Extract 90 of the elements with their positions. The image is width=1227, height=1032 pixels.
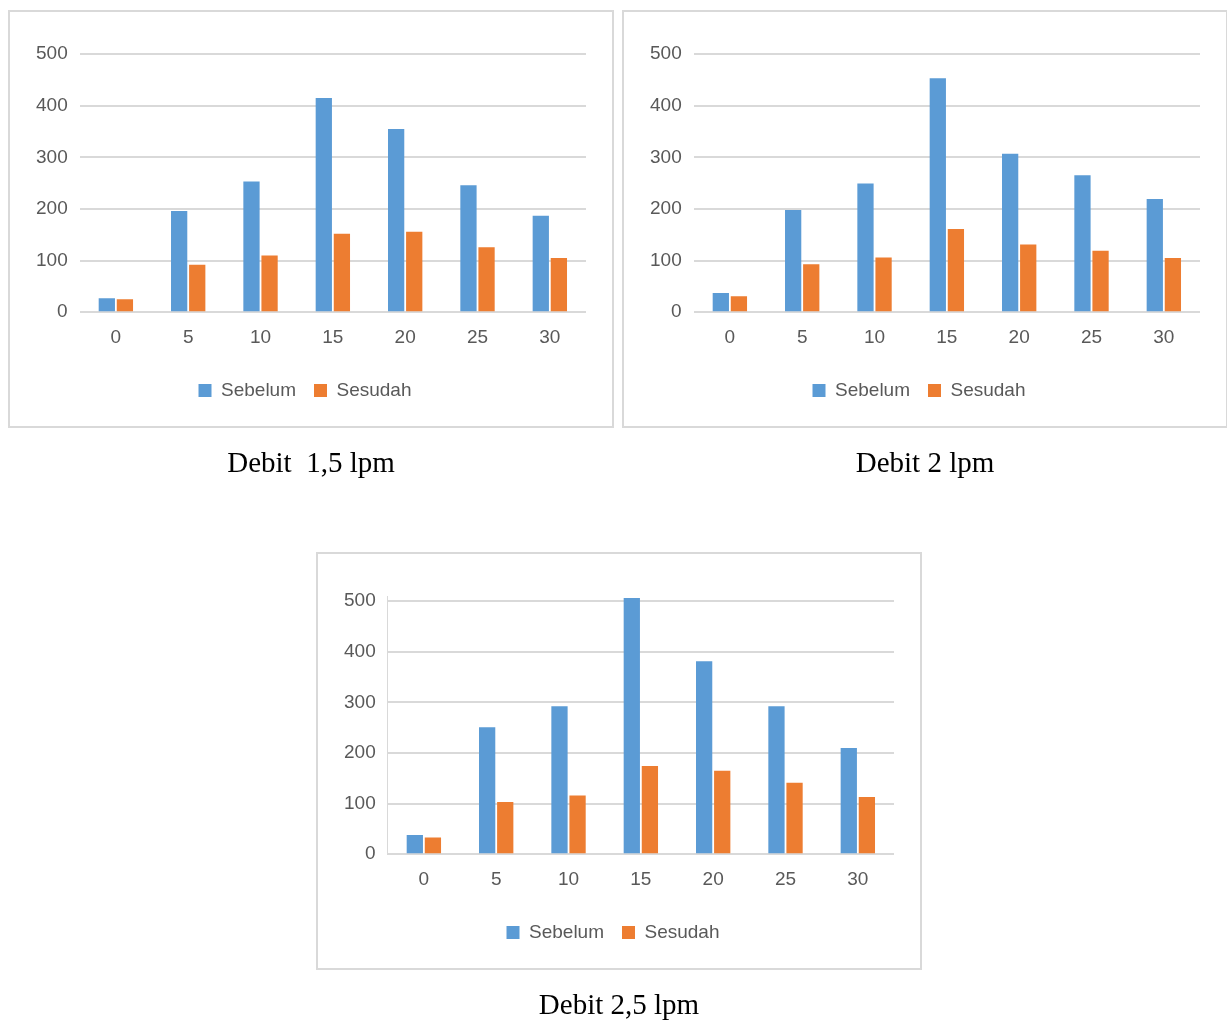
y-tick-label: 200 xyxy=(344,741,376,763)
bar xyxy=(460,185,477,312)
bar xyxy=(768,706,785,854)
x-tick-label: 10 xyxy=(249,325,272,347)
bar xyxy=(1092,250,1109,312)
bar xyxy=(243,181,260,312)
bar xyxy=(712,293,729,312)
y-tick-label: 500 xyxy=(650,42,682,64)
bar xyxy=(1002,153,1019,312)
x-tick-label: 30 xyxy=(539,325,561,347)
bar xyxy=(803,264,820,312)
bar xyxy=(479,727,496,854)
bar xyxy=(840,747,857,854)
bar xyxy=(406,231,423,312)
y-tick-label: 400 xyxy=(344,639,376,661)
y-tick-label: 300 xyxy=(36,145,68,167)
x-tick-label: 20 xyxy=(394,325,416,347)
text: Debit 2 lpm xyxy=(854,446,996,479)
bar xyxy=(1146,199,1163,312)
bar xyxy=(857,183,874,312)
y-tick-label: 400 xyxy=(36,93,68,115)
y-tick-label: 0 xyxy=(671,300,682,322)
bar xyxy=(623,598,640,854)
y-tick-label: 200 xyxy=(36,197,68,219)
x-tick-label: 10 xyxy=(863,325,886,347)
bar xyxy=(730,296,748,312)
y-tick-label: 300 xyxy=(344,690,376,712)
y-tick-label: 500 xyxy=(344,589,376,611)
text: Debit 2,5 lpm xyxy=(537,988,701,1021)
bar xyxy=(641,766,659,854)
legend-label: Sesudah xyxy=(336,378,412,400)
bar xyxy=(98,298,115,312)
y-tick-label: 100 xyxy=(344,791,376,813)
bar xyxy=(785,209,802,312)
x-tick-label: 10 xyxy=(557,867,580,889)
bar xyxy=(388,128,405,312)
bar xyxy=(315,97,332,312)
y-tick-label: 100 xyxy=(650,248,682,270)
y-tick-label: 400 xyxy=(650,93,682,115)
bar xyxy=(929,78,946,312)
y-tick-label: 0 xyxy=(365,842,376,864)
bar xyxy=(171,210,188,312)
x-tick-label: 30 xyxy=(847,867,869,889)
bar xyxy=(786,782,803,854)
y-tick-label: 0 xyxy=(57,300,68,322)
bar xyxy=(189,264,206,312)
bar xyxy=(1020,244,1037,312)
x-tick-label: 15 xyxy=(322,325,344,347)
legend-label: Sebelum xyxy=(835,378,910,400)
x-tick-label: 25 xyxy=(1080,325,1103,347)
x-tick-label: 5 xyxy=(490,867,502,889)
bar xyxy=(858,796,876,854)
legend-label: Sesudah xyxy=(644,920,720,942)
bar xyxy=(406,834,423,854)
x-tick-label: 25 xyxy=(466,325,489,347)
bar xyxy=(116,299,134,312)
x-tick-label: 0 xyxy=(110,325,122,347)
legend-label: Sebelum xyxy=(221,378,296,400)
y-tick-label: 300 xyxy=(650,145,682,167)
bar xyxy=(551,706,568,854)
bar xyxy=(478,247,495,312)
y-tick-label: 500 xyxy=(36,42,68,64)
legend-label: Sebelum xyxy=(529,920,604,942)
y-tick-label: 200 xyxy=(650,197,682,219)
bar xyxy=(1074,175,1091,312)
y-tick-label: 100 xyxy=(36,248,68,270)
x-tick-label: 5 xyxy=(182,325,194,347)
legend-label: Sesudah xyxy=(950,378,1026,400)
bar xyxy=(696,661,713,854)
x-tick-label: 0 xyxy=(724,325,736,347)
bar xyxy=(424,837,442,854)
bar xyxy=(532,215,549,312)
x-tick-label: 5 xyxy=(796,325,808,347)
x-tick-label: 20 xyxy=(1008,325,1030,347)
x-tick-label: 20 xyxy=(702,867,724,889)
bar xyxy=(1164,257,1182,312)
x-tick-label: 15 xyxy=(936,325,958,347)
bar xyxy=(497,802,514,854)
bar xyxy=(261,255,278,312)
x-tick-label: 0 xyxy=(418,867,430,889)
bar xyxy=(569,795,586,854)
x-tick-label: 15 xyxy=(630,867,652,889)
bar xyxy=(714,770,731,854)
bar xyxy=(947,229,965,312)
bar xyxy=(333,233,351,312)
text: Debit 1,5 lpm xyxy=(226,446,396,479)
x-tick-label: 30 xyxy=(1153,325,1175,347)
x-tick-label: 25 xyxy=(774,867,797,889)
bar xyxy=(550,257,568,312)
bar xyxy=(875,257,892,312)
